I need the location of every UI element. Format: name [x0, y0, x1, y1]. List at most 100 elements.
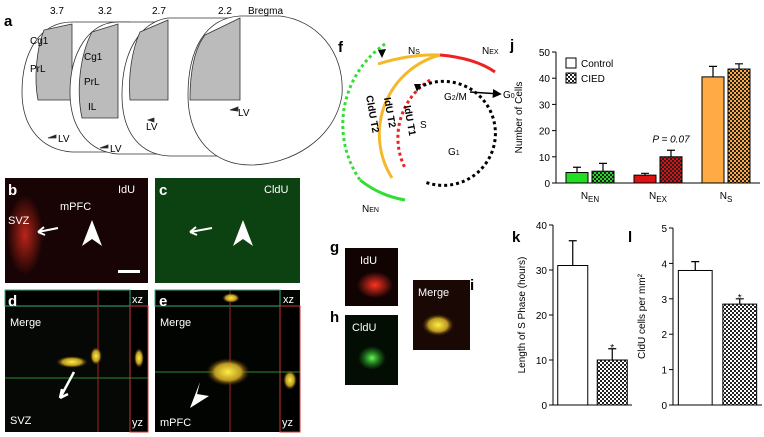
panel-c: c CldU [155, 178, 300, 283]
channel-label: Merge [160, 317, 191, 329]
micrograph [155, 178, 300, 283]
arrow-icon [58, 371, 76, 400]
y-tick-label: 40 [536, 221, 548, 232]
arrow-icon [189, 226, 213, 236]
y-tick-label: 40 [539, 74, 551, 85]
arrowhead-icon [190, 382, 209, 408]
reference: Bregma [248, 6, 283, 17]
phase: G0 [503, 90, 515, 101]
y-tick-label: 0 [541, 401, 547, 412]
arc [359, 178, 406, 202]
glow [283, 370, 297, 390]
panel-f [341, 42, 502, 202]
label: 2 [452, 95, 456, 102]
glow [134, 348, 144, 368]
x-tick-label: NEN [581, 191, 600, 204]
region-label: LV [238, 108, 250, 119]
label: N [408, 46, 415, 57]
channel-label: Merge [10, 317, 41, 329]
annotation: * [738, 293, 742, 304]
legend-swatch [565, 57, 577, 69]
y-tick-label: 1 [661, 366, 667, 377]
y-tick-label: 10 [536, 356, 548, 367]
region-label: IL [88, 102, 97, 113]
y-tick-label: 4 [661, 259, 667, 270]
level: 3.7 [50, 6, 64, 17]
label: N [581, 191, 588, 202]
arrowhead-icon [82, 220, 102, 246]
injection: IdU T1 [401, 105, 417, 137]
label: G [444, 92, 452, 103]
label: G [503, 90, 511, 101]
xz-strip [154, 289, 281, 307]
bar [591, 170, 615, 184]
channel-label: IdU [118, 184, 135, 196]
arrowhead-icon [233, 220, 253, 246]
arc [377, 53, 441, 66]
label: EX [489, 49, 499, 56]
label: 1 [456, 150, 460, 157]
glow [56, 356, 88, 368]
panel-letter: d [8, 293, 17, 310]
level: 2.7 [152, 6, 166, 17]
panel-a-labels: a 3.7 3.2 2.7 2.2 Bregma Cg1 PrL Cg1 PrL… [4, 6, 283, 155]
cell-type: NS [408, 46, 420, 57]
label: 0 [511, 93, 515, 100]
y-axis-label: CldU cells per mm² [637, 273, 648, 359]
phase: G2/M [444, 92, 467, 103]
error-bar [709, 65, 717, 77]
bar [659, 156, 683, 184]
region [35, 23, 73, 101]
annotation: P = 0.07 [652, 134, 690, 145]
y-axis-label: Length of S Phase (hours) [517, 257, 528, 374]
arc [377, 53, 441, 179]
region-label: Cg1 [30, 36, 49, 47]
bar [677, 269, 713, 406]
view-label: xz [132, 294, 143, 306]
glow [422, 314, 454, 336]
channel-label: CldU [352, 322, 377, 334]
channel-label: IdU [360, 255, 377, 267]
y-tick-label: 50 [539, 48, 551, 59]
x-tick-label: NEX [649, 191, 668, 204]
legend-swatch [565, 72, 577, 84]
arc [341, 42, 386, 181]
y-tick-label: 3 [661, 295, 667, 306]
y-tick-label: 5 [661, 224, 667, 235]
view-label: yz [132, 417, 143, 429]
y-tick-label: 0 [661, 401, 667, 412]
panel-e: e xz Merge mPFC yz [154, 289, 301, 433]
glow [358, 346, 386, 370]
region-label: LV [58, 134, 70, 145]
phase: S [420, 120, 427, 131]
exit-arrow [469, 89, 502, 99]
panel-letter: k [512, 229, 521, 246]
y-tick-label: 10 [539, 153, 551, 164]
annotation: * [610, 343, 614, 354]
x-tick-label: NS [720, 191, 733, 204]
injection: CldU T2 [363, 95, 380, 135]
error-bar [641, 172, 649, 176]
panel-letter: e [159, 293, 167, 310]
bar [596, 359, 628, 406]
view-label: yz [282, 417, 293, 429]
legend-label: CIED [581, 74, 605, 85]
panel-letter: i [470, 277, 474, 294]
region-label: LV [146, 122, 158, 133]
level: 2.2 [218, 6, 232, 17]
cell-type: NEN [362, 204, 379, 215]
panel-letter: b [8, 182, 17, 199]
bar [727, 68, 751, 184]
arrow-icon [37, 226, 59, 236]
region-label: SVZ [10, 415, 32, 427]
bar [557, 265, 589, 406]
label: G [448, 147, 456, 158]
error-bar [599, 162, 607, 172]
region-label: mPFC [60, 201, 91, 213]
arc [439, 53, 496, 74]
region-label: PrL [30, 64, 46, 75]
label: EX [656, 195, 667, 204]
region [78, 23, 119, 119]
yz-strip [129, 305, 149, 433]
